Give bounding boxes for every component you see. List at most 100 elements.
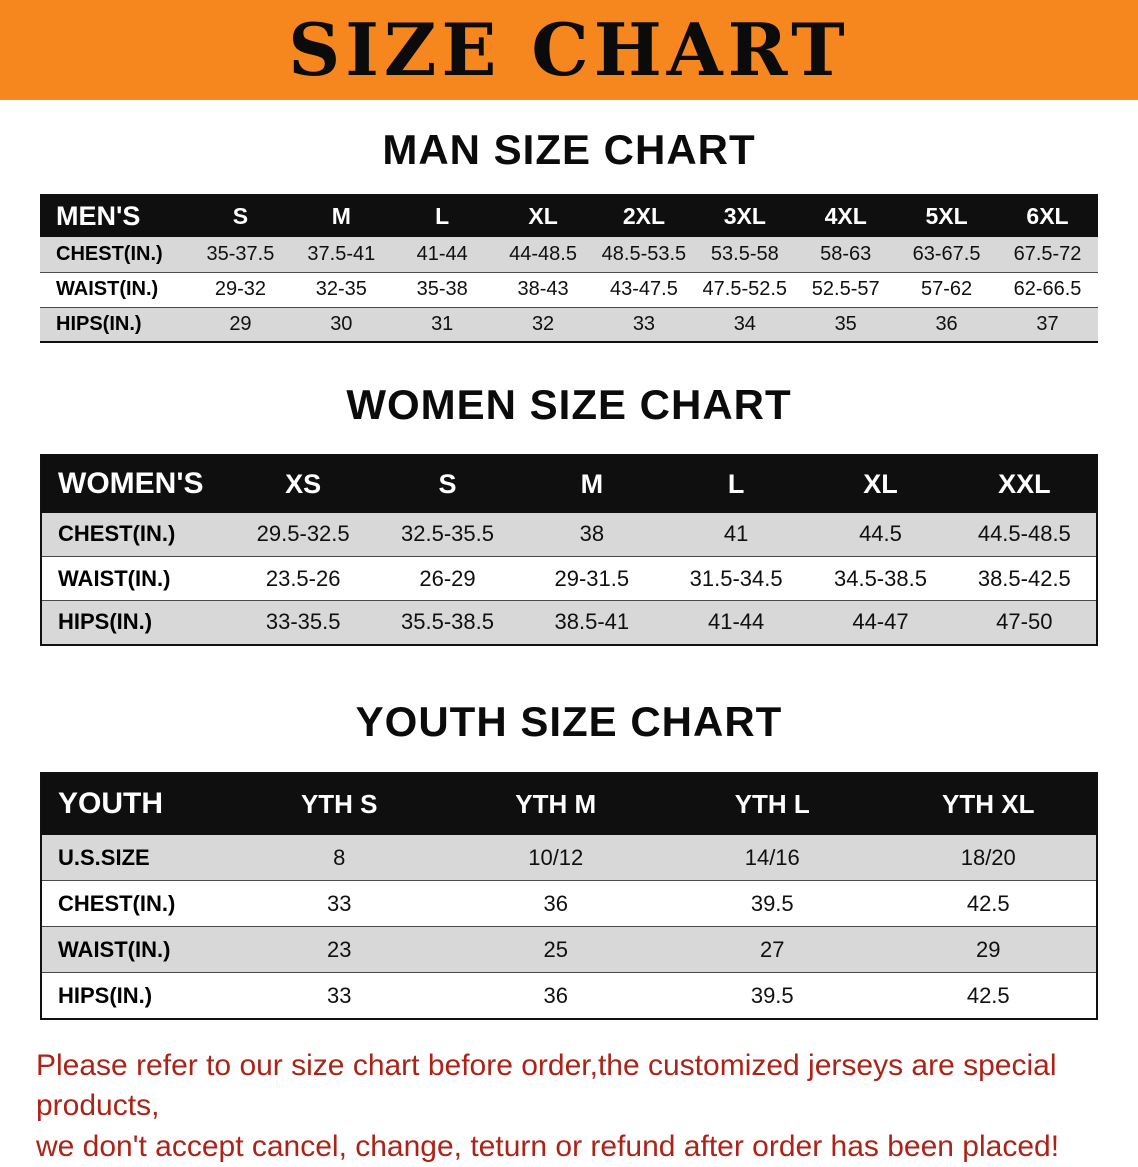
size-value: 57-62 bbox=[920, 278, 973, 301]
youth-section-heading: YOUTH SIZE CHART bbox=[355, 697, 783, 745]
table-row: CHEST(IN.) 29.5-32.5 32.5-35.5 38 41 44.5 44.5… bbox=[41, 512, 1097, 557]
size-column-header: YTH S bbox=[231, 772, 448, 835]
row-label: HIPS(IN.) bbox=[56, 313, 142, 336]
size-value: 29 bbox=[976, 936, 1001, 962]
size-value: 36 bbox=[935, 313, 958, 336]
size-value: 29-31.5 bbox=[554, 565, 630, 591]
size-value: 39.5 bbox=[750, 982, 794, 1008]
footer-note-line1: Please refer to our size chart before or… bbox=[36, 1048, 1057, 1123]
size-column-header: YTH L bbox=[664, 772, 881, 835]
table-corner-label: WOMEN'S bbox=[41, 454, 231, 513]
size-value: 47.5-52.5 bbox=[702, 278, 788, 301]
size-value: 43-47.5 bbox=[610, 278, 678, 301]
size-value: 35-38 bbox=[416, 278, 468, 301]
size-value: 36 bbox=[543, 982, 568, 1008]
size-value: 32.5-35.5 bbox=[401, 521, 494, 547]
row-label: CHEST(IN.) bbox=[58, 521, 176, 547]
size-value: 34.5-38.5 bbox=[833, 565, 927, 591]
table-row: WAIST(IN.) 29-32 32-35 35-38 38-43 43-47.5 47.… bbox=[40, 272, 1098, 308]
size-column-header: 6XL bbox=[997, 195, 1098, 238]
table-corner-label: MEN'S bbox=[40, 195, 190, 238]
size-value: 41-44 bbox=[708, 609, 765, 635]
size-value: 29 bbox=[229, 313, 252, 336]
size-value: 44-48.5 bbox=[509, 243, 577, 266]
size-column-header: L bbox=[391, 195, 493, 238]
size-value: 53.5-58 bbox=[710, 243, 779, 266]
footer-note: Please refer to our size chart before or… bbox=[36, 1046, 1118, 1167]
size-column-header: XL bbox=[492, 195, 594, 238]
size-value: 14/16 bbox=[744, 844, 800, 870]
size-value: 32 bbox=[531, 313, 555, 336]
size-value: 67.5-72 bbox=[1013, 243, 1082, 266]
size-value: 35 bbox=[834, 313, 857, 336]
women-section-heading: WOMEN SIZE CHART bbox=[346, 381, 792, 429]
row-label: HIPS(IN.) bbox=[58, 982, 153, 1008]
size-column-header: 4XL bbox=[795, 195, 897, 238]
size-value: 42.5 bbox=[966, 982, 1010, 1008]
size-value: 36 bbox=[543, 890, 568, 916]
size-column-header: 2XL bbox=[593, 195, 695, 238]
size-value: 42.5 bbox=[966, 890, 1010, 916]
size-column-header: S bbox=[375, 454, 520, 513]
table-header-row: WOMEN'S XS S M L XL XXL bbox=[41, 454, 1097, 513]
row-label: U.S.SIZE bbox=[58, 844, 150, 870]
size-column-header: XL bbox=[808, 454, 953, 513]
size-value: 10/12 bbox=[528, 844, 584, 870]
size-value: 27 bbox=[760, 936, 785, 962]
women-size-section: WOMEN SIZE CHART WOMEN'S XS S M L XL XXL CHEST(… bbox=[0, 381, 1138, 646]
table-row: WAIST(IN.) 23 25 27 29 bbox=[41, 926, 1097, 973]
table-header-row: MEN'S S M L XL 2XL 3XL 4XL 5XL 6XL bbox=[40, 195, 1098, 238]
size-column-header: S bbox=[190, 195, 291, 238]
size-value: 37 bbox=[1036, 313, 1059, 336]
size-value: 8 bbox=[333, 844, 346, 870]
men-size-table: MEN'S S M L XL 2XL 3XL 4XL 5XL 6XL CHEST(IN.) 35-37… bbox=[40, 194, 1098, 344]
men-section-heading: MAN SIZE CHART bbox=[382, 126, 756, 173]
youth-size-table: YOUTH YTH S YTH M YTH L YTH XL U.S.SIZE 8 10/12… bbox=[40, 771, 1098, 1020]
table-row: U.S.SIZE 8 10/12 14/16 18/20 bbox=[41, 834, 1097, 881]
size-value: 52.5-57 bbox=[811, 278, 880, 301]
size-value: 44.5-48.5 bbox=[977, 521, 1071, 547]
size-value: 33 bbox=[632, 313, 656, 336]
size-value: 41-44 bbox=[416, 243, 468, 266]
size-value: 23.5-26 bbox=[265, 565, 341, 591]
title-banner: SIZE CHART bbox=[0, 0, 1138, 100]
size-value: 33 bbox=[327, 982, 352, 1008]
row-label: HIPS(IN.) bbox=[58, 609, 153, 635]
size-value: 34 bbox=[733, 313, 756, 336]
men-size-section: MAN SIZE CHART MEN'S S M L XL 2XL 3XL 4XL 5XL 6XL… bbox=[0, 126, 1138, 344]
table-row: HIPS(IN.) 33 36 39.5 42.5 bbox=[41, 972, 1097, 1019]
size-value: 39.5 bbox=[750, 890, 794, 916]
table-row: HIPS(IN.) 33-35.5 35.5-38.5 38.5-41 41-44 44-… bbox=[41, 600, 1097, 645]
size-value: 26-29 bbox=[419, 565, 476, 591]
size-column-header: L bbox=[663, 454, 809, 513]
size-value: 44.5 bbox=[859, 521, 902, 547]
size-value: 35.5-38.5 bbox=[401, 609, 494, 635]
table-row: CHEST(IN.) 33 36 39.5 42.5 bbox=[41, 880, 1097, 927]
size-value: 38.5-42.5 bbox=[977, 565, 1071, 591]
size-value: 29-32 bbox=[214, 278, 267, 301]
size-value: 48.5-53.5 bbox=[601, 243, 687, 266]
size-column-header: 3XL bbox=[694, 195, 796, 238]
size-value: 35-37.5 bbox=[206, 243, 275, 266]
table-corner-label: YOUTH bbox=[41, 772, 231, 835]
size-value: 33 bbox=[327, 890, 352, 916]
row-label: CHEST(IN.) bbox=[56, 243, 163, 266]
size-column-header: YTH M bbox=[447, 772, 664, 835]
size-column-header: XS bbox=[231, 454, 376, 513]
table-row: WAIST(IN.) 23.5-26 26-29 29-31.5 31.5-34.5 34… bbox=[41, 556, 1097, 601]
size-value: 38-43 bbox=[517, 278, 569, 301]
row-label: WAIST(IN.) bbox=[56, 278, 159, 301]
size-value: 31.5-34.5 bbox=[689, 565, 783, 591]
size-value: 33-35.5 bbox=[265, 609, 341, 635]
size-value: 38 bbox=[579, 521, 605, 547]
size-value: 29.5-32.5 bbox=[256, 521, 350, 547]
size-value: 44-47 bbox=[852, 609, 909, 635]
size-value: 37.5-41 bbox=[307, 243, 376, 266]
size-value: 31 bbox=[431, 313, 454, 336]
size-value: 62-66.5 bbox=[1013, 278, 1082, 301]
size-value: 41 bbox=[723, 521, 749, 547]
size-column-header: XXL bbox=[952, 454, 1097, 513]
page-title: SIZE CHART bbox=[288, 7, 850, 92]
size-value: 38.5-41 bbox=[554, 609, 630, 635]
